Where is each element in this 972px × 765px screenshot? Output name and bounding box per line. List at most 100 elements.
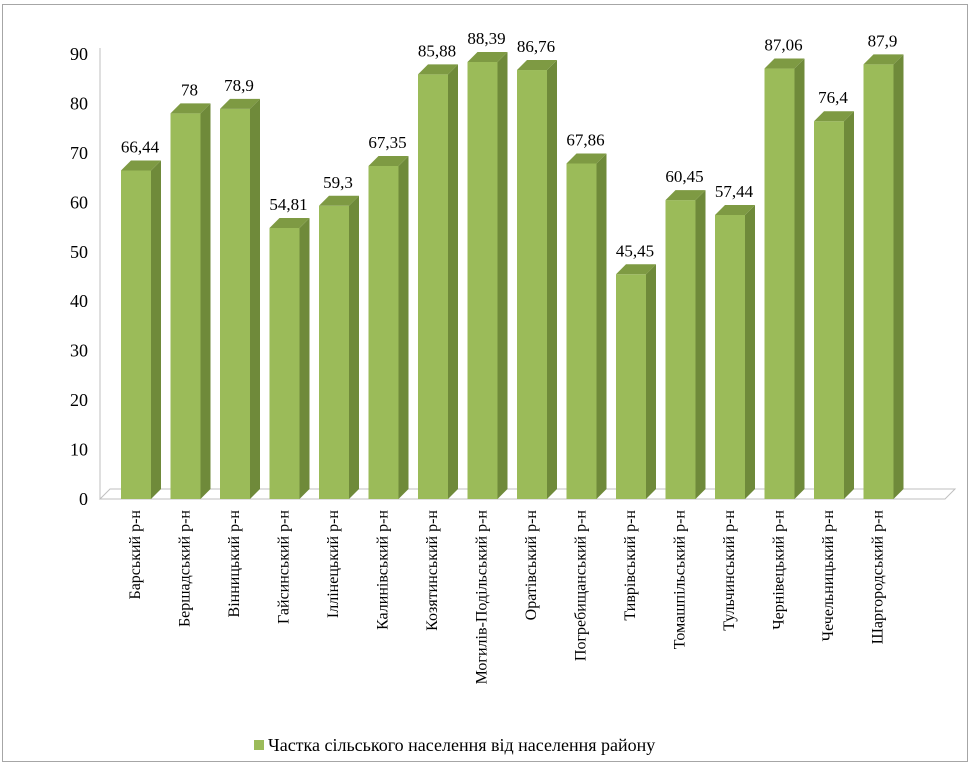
bar-top [418, 64, 458, 75]
bar-top [517, 60, 557, 71]
bar-front [467, 61, 498, 499]
bar [170, 103, 211, 499]
data-label: 86,76 [517, 37, 555, 56]
y-tick-label: 40 [70, 291, 88, 311]
bar [616, 264, 656, 499]
bar [121, 160, 161, 500]
bar-top [121, 160, 161, 171]
data-label: 85,88 [418, 41, 456, 60]
category-label: Вінницький р-н [226, 510, 243, 618]
bar-front [121, 170, 151, 500]
bar [764, 58, 805, 499]
category-label: Оратівський р-н [523, 510, 540, 621]
bar-top [467, 51, 508, 62]
bar-top [368, 155, 409, 166]
bar-top [269, 217, 310, 228]
bar [319, 195, 359, 500]
data-label: 57,44 [715, 182, 754, 201]
data-label: 78,9 [224, 76, 254, 95]
y-axis: 0 10 20 30 40 50 60 70 80 90 [70, 44, 101, 509]
legend: Частка сільського населення від населенн… [254, 735, 655, 755]
bar [418, 64, 458, 500]
bar-side [398, 155, 409, 499]
category-label: Козятинський р-н [424, 510, 441, 631]
category-label: Барський р-н [127, 510, 144, 600]
bar-top [220, 98, 260, 109]
bar-top [319, 195, 359, 206]
bar-side [547, 60, 557, 500]
data-label: 67,35 [368, 133, 406, 152]
data-label: 60,45 [665, 167, 703, 186]
bar [220, 98, 260, 499]
data-label: 45,45 [616, 241, 654, 260]
bar-side [250, 98, 260, 499]
bar-side [695, 190, 706, 499]
bar-side [299, 217, 310, 499]
bar-front [715, 214, 745, 500]
category-label: Шаргородський р-н [870, 510, 887, 645]
y-tick-label: 20 [70, 390, 88, 410]
category-label: Могилів-Подільський р-н [474, 510, 491, 685]
bar [665, 190, 706, 499]
bar-side [794, 58, 805, 499]
bar-side [646, 264, 656, 499]
bar [269, 217, 310, 499]
data-label: 54,81 [269, 195, 307, 214]
bar-front [814, 121, 844, 499]
bar [517, 60, 557, 500]
y-tick-label: 80 [70, 93, 88, 113]
bar-top [715, 204, 755, 215]
bar [715, 204, 755, 500]
bar-top [616, 264, 656, 275]
bar-side [349, 195, 359, 500]
data-label: 88,39 [467, 29, 505, 48]
category-label: Чернівецький р-н [771, 510, 788, 630]
bar-front [764, 68, 795, 499]
bar-top [863, 54, 904, 65]
bar-side [893, 54, 904, 500]
data-label: 66,44 [121, 137, 160, 156]
y-tick-label: 60 [70, 192, 88, 212]
x-axis-categories: Барський р-н Бершадський р-н Вінницький р-… [127, 510, 887, 685]
bar-top [764, 58, 805, 69]
y-tick-label: 0 [79, 489, 88, 509]
bar [814, 111, 854, 499]
category-label: Бершадський р-н [177, 510, 194, 627]
bar-top [170, 103, 211, 114]
bar-front [269, 227, 300, 499]
data-label: 67,86 [566, 130, 604, 149]
bar-top [665, 190, 706, 201]
bar-side [844, 111, 854, 499]
data-label: 87,9 [868, 31, 898, 50]
bar [863, 54, 904, 500]
bar [566, 153, 607, 499]
y-tick-label: 70 [70, 143, 88, 163]
category-label: Погребищанський р-н [573, 510, 590, 662]
category-label: Іллінецький р-н [325, 510, 342, 618]
y-tick-label: 30 [70, 341, 88, 361]
category-label: Тиврівський р-н [622, 510, 639, 621]
bar-front [418, 74, 448, 500]
bar-front [319, 205, 349, 500]
bar-side [596, 153, 607, 499]
bar-side [200, 103, 211, 499]
category-label: Калинівський р-н [375, 510, 392, 630]
category-label: Тульчинський р-н [721, 510, 738, 631]
category-label: Томашпільський р-н [672, 510, 689, 650]
bar-front [170, 113, 201, 499]
bar-side [745, 204, 755, 500]
legend-swatch [254, 740, 264, 750]
data-label: 78 [181, 80, 198, 99]
bar-front [616, 274, 646, 499]
bar-side [497, 51, 508, 499]
bar-front [665, 200, 696, 499]
bar [368, 155, 409, 499]
y-tick-label: 50 [70, 242, 88, 262]
data-label: 59,3 [323, 173, 353, 192]
bar-side [448, 64, 458, 500]
category-label: Гайсинський р-н [276, 510, 293, 624]
bar-side [151, 160, 161, 500]
legend-label: Частка сільського населення від населенн… [268, 735, 655, 755]
bar-front [220, 108, 250, 499]
